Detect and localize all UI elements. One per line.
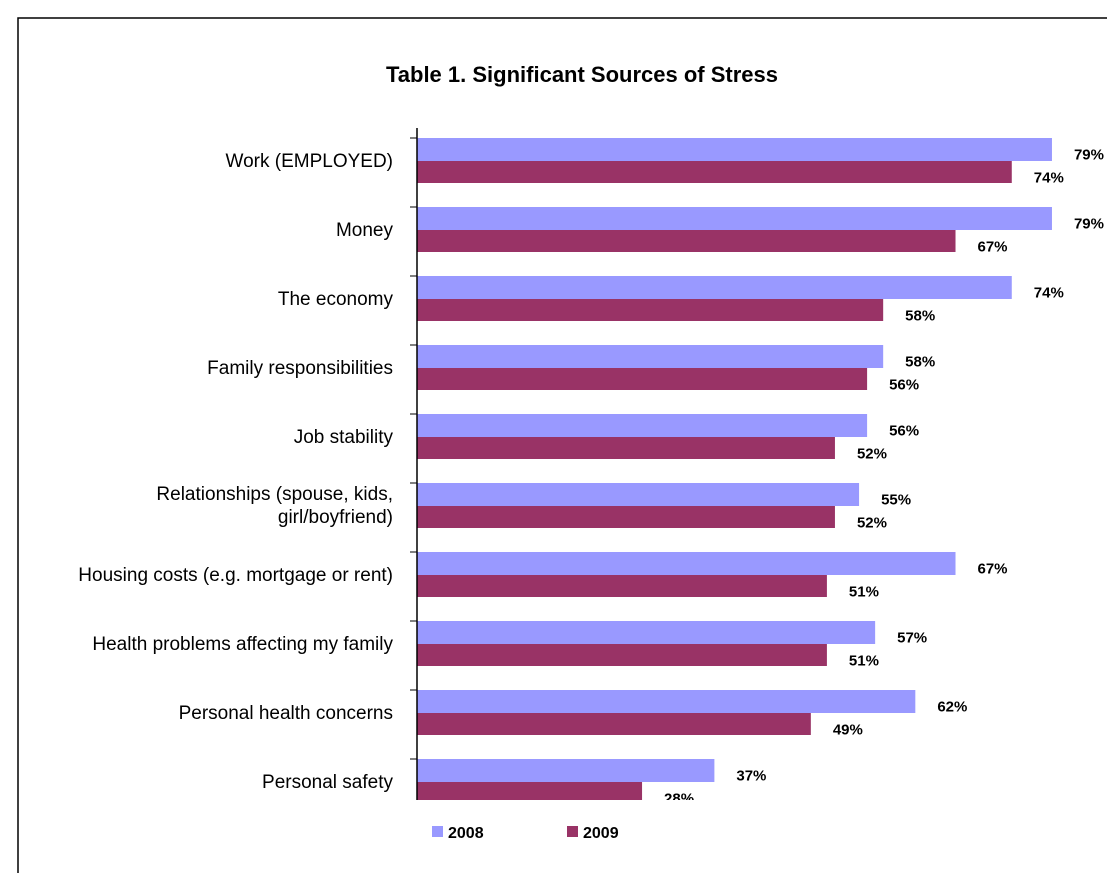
data-label: 67% bbox=[978, 560, 1008, 577]
category-label: Relationships (spouse, kids, girl/boyfri… bbox=[156, 484, 393, 528]
legend-swatch bbox=[567, 826, 578, 837]
bar bbox=[417, 276, 1012, 299]
data-label: 28% bbox=[664, 790, 694, 807]
plot-area: 79%74%79%67%74%58%58%56%56%52%55%52%67%5… bbox=[410, 137, 1104, 807]
bar bbox=[417, 368, 868, 390]
chart-title: Table 1. Significant Sources of Stress bbox=[386, 62, 778, 87]
data-label: 67% bbox=[978, 238, 1008, 255]
bar bbox=[417, 621, 876, 644]
legend-swatch bbox=[432, 826, 443, 837]
data-label: 52% bbox=[857, 514, 887, 531]
data-label: 56% bbox=[889, 376, 919, 393]
bar bbox=[417, 161, 1012, 183]
category-label: Work (EMPLOYED) bbox=[225, 150, 393, 172]
bar bbox=[417, 690, 916, 713]
bar bbox=[417, 138, 1052, 161]
category-label: The economy bbox=[277, 288, 393, 310]
data-label: 49% bbox=[833, 721, 863, 738]
bar bbox=[417, 414, 868, 437]
bar bbox=[417, 483, 860, 506]
data-label: 56% bbox=[889, 422, 919, 439]
category-label: Housing costs (e.g. mortgage or rent) bbox=[78, 564, 393, 586]
data-label: 58% bbox=[905, 353, 935, 370]
category-label: Money bbox=[335, 219, 393, 241]
data-label: 51% bbox=[849, 583, 879, 600]
bar bbox=[417, 506, 835, 528]
bar bbox=[417, 345, 884, 368]
bar bbox=[417, 437, 835, 459]
category-label: Personal health concerns bbox=[178, 702, 393, 724]
bar bbox=[417, 575, 827, 597]
bar bbox=[417, 552, 956, 575]
data-label: 37% bbox=[736, 767, 766, 784]
data-label: 55% bbox=[881, 491, 911, 508]
data-label: 62% bbox=[937, 698, 967, 715]
category-label: Job stability bbox=[293, 426, 393, 448]
category-label: Family responsibilities bbox=[207, 357, 393, 379]
bar bbox=[417, 207, 1052, 230]
data-label: 74% bbox=[1034, 284, 1064, 301]
data-label: 51% bbox=[849, 652, 879, 669]
data-label: 52% bbox=[857, 445, 887, 462]
bar bbox=[417, 759, 715, 782]
category-label: Personal safety bbox=[262, 771, 393, 793]
bar bbox=[417, 644, 827, 666]
data-label: 79% bbox=[1074, 146, 1104, 163]
legend-label: 2009 bbox=[583, 825, 619, 842]
bar bbox=[417, 299, 884, 321]
data-label: 79% bbox=[1074, 215, 1104, 232]
category-label: Health problems affecting my family bbox=[92, 633, 393, 655]
data-label: 74% bbox=[1034, 169, 1064, 186]
chart-frame bbox=[17, 17, 1107, 873]
bar bbox=[417, 713, 811, 735]
bar bbox=[417, 230, 956, 252]
legend-label: 2008 bbox=[448, 825, 484, 842]
data-label: 58% bbox=[905, 307, 935, 324]
bar bbox=[417, 782, 643, 800]
data-label: 57% bbox=[897, 629, 927, 646]
